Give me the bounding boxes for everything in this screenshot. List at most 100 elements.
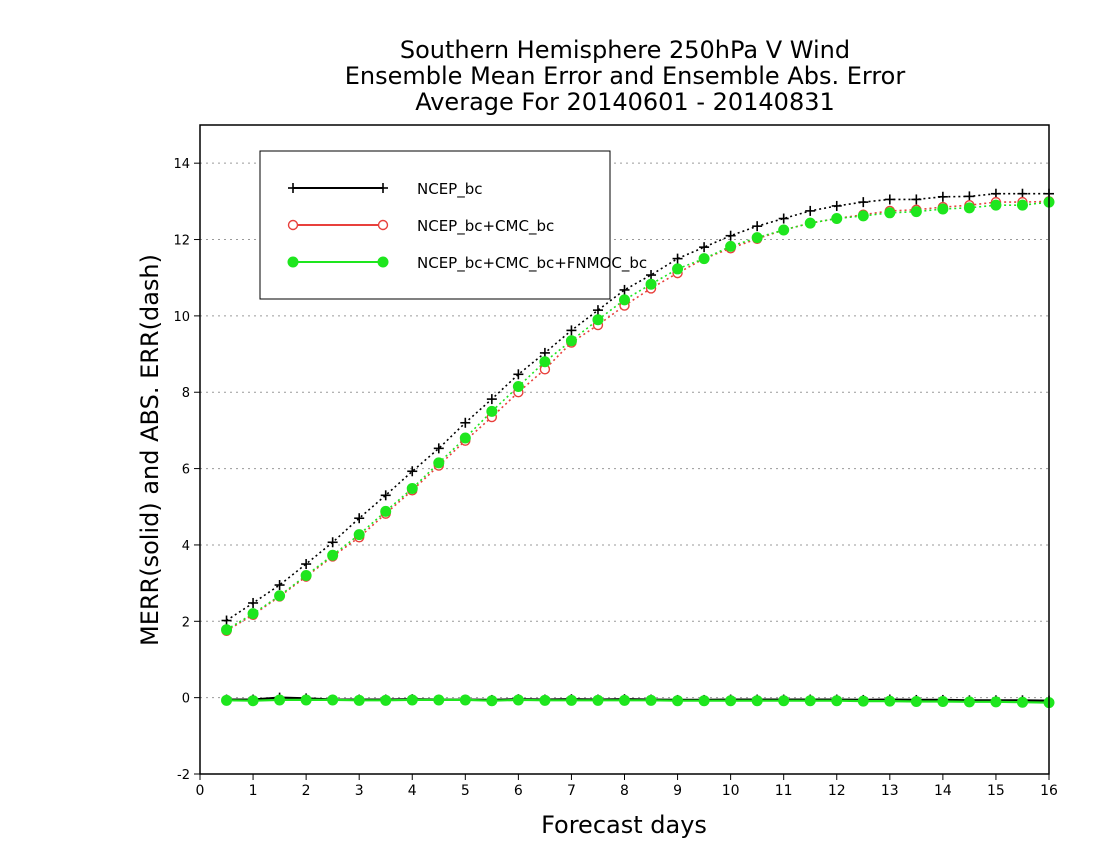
x-tick-label: 16 bbox=[1040, 783, 1058, 799]
legend-label-2: NCEP_bc+CMC_bc+FNMOC_bc bbox=[417, 254, 647, 273]
x-tick-label: 4 bbox=[408, 783, 417, 799]
series-2-abs-err-point bbox=[353, 529, 365, 541]
x-tick-label: 0 bbox=[196, 783, 205, 799]
series-2-abs-err-point bbox=[804, 217, 816, 229]
legend-marker-right-2 bbox=[377, 256, 389, 268]
series-0-abs-err-point bbox=[460, 417, 471, 428]
series-2-abs-err-point bbox=[645, 278, 657, 290]
y-tick-label: 0 bbox=[182, 692, 190, 707]
y-tick-label: 10 bbox=[173, 310, 190, 325]
series-0-abs-err-point bbox=[964, 191, 975, 202]
series-0-abs-err-point bbox=[433, 443, 444, 454]
y-tick-label: 14 bbox=[173, 157, 190, 172]
series-0-abs-err-point bbox=[354, 513, 365, 524]
y-tick-label: 12 bbox=[173, 234, 190, 249]
x-tick-label: 15 bbox=[987, 783, 1005, 799]
series-2-mean-err-point bbox=[751, 695, 763, 707]
plot-frame bbox=[199, 124, 1050, 775]
series-0-abs-err-point bbox=[752, 221, 763, 232]
series-2-abs-err-point bbox=[884, 207, 896, 219]
series-2-abs-err-point bbox=[725, 240, 737, 252]
series-2-abs-err-point bbox=[327, 549, 339, 561]
series-2-abs-err-point bbox=[221, 624, 233, 636]
x-tick-label: 10 bbox=[722, 783, 740, 799]
y-tick-label: -2 bbox=[177, 768, 190, 783]
series-0-abs-err-point bbox=[937, 191, 948, 202]
x-tick-label: 2 bbox=[302, 783, 311, 799]
x-tick-label: 3 bbox=[355, 783, 364, 799]
series-2-mean-err-point bbox=[619, 694, 630, 706]
series-2-mean-err-point bbox=[804, 695, 816, 707]
y-tick-label: 6 bbox=[182, 463, 190, 478]
series-2-mean-err-point bbox=[406, 694, 418, 706]
series-2-mean-err-point bbox=[857, 695, 869, 707]
series-2-mean-err-point bbox=[698, 695, 710, 707]
series-2-mean-err-point bbox=[380, 694, 392, 706]
series-0-abs-err-point bbox=[778, 213, 789, 224]
series-2-abs-err-point bbox=[990, 199, 1002, 211]
series-2-mean-err-point bbox=[486, 695, 498, 707]
y-tick-label: 8 bbox=[182, 386, 190, 401]
series-2-mean-err-point bbox=[725, 695, 737, 707]
chart-title-line-3: Average For 20140601 - 20140831 bbox=[415, 88, 835, 116]
series-0-abs-err-point bbox=[407, 466, 418, 477]
legend-marker-right-1 bbox=[377, 219, 389, 231]
x-tick-label: 11 bbox=[775, 783, 793, 799]
series-2-mean-err-point bbox=[353, 694, 365, 706]
y-axis-label: MERR(solid) and ABS. ERR(dash) bbox=[136, 254, 164, 646]
legend-label-1: NCEP_bc+CMC_bc bbox=[417, 217, 554, 236]
series-0-abs-err-point bbox=[725, 230, 736, 241]
x-tick-label: 14 bbox=[934, 783, 952, 799]
series-2-abs-err-point bbox=[698, 253, 710, 265]
x-tick-label: 13 bbox=[881, 783, 899, 799]
series-2-mean-err-point bbox=[247, 695, 259, 707]
series-2-mean-err-point bbox=[910, 695, 922, 707]
legend-label-0: NCEP_bc bbox=[417, 180, 483, 199]
series-2-abs-err-point bbox=[459, 432, 471, 444]
series-2-abs-err-point bbox=[619, 294, 630, 306]
series-2-abs-err-point bbox=[672, 263, 684, 275]
series-0-abs-err-point bbox=[699, 242, 710, 253]
series-2-mean-err-point bbox=[831, 695, 843, 707]
x-tick-label: 6 bbox=[514, 783, 523, 799]
series-2-mean-err-point bbox=[433, 694, 445, 706]
series-2-mean-err-point bbox=[963, 696, 975, 708]
series-0-abs-err-point bbox=[911, 194, 922, 205]
series-2-mean-err-point bbox=[565, 694, 577, 706]
series-2-abs-err-point bbox=[910, 206, 922, 218]
series-2-abs-err-point bbox=[247, 608, 259, 620]
series-0-abs-err-point bbox=[619, 284, 630, 295]
series-2-abs-err-point bbox=[512, 381, 524, 393]
series-0-abs-err-point bbox=[805, 205, 816, 216]
series-2-abs-err-point bbox=[380, 505, 392, 517]
series-2-mean-err-point bbox=[1016, 696, 1028, 708]
series-2-mean-err-point bbox=[327, 694, 339, 706]
series-2-abs-err-point bbox=[565, 335, 577, 347]
series-2-abs-err-point bbox=[831, 213, 843, 225]
series-2-abs-err-point bbox=[433, 457, 445, 469]
chart-title-line-1: Southern Hemisphere 250hPa V Wind bbox=[399, 36, 851, 64]
x-tick-label: 1 bbox=[249, 783, 258, 799]
legend-marker-left-1 bbox=[287, 219, 299, 231]
series-2-abs-err-point bbox=[300, 569, 312, 581]
series-2-mean-err-point bbox=[592, 694, 604, 706]
series-2-mean-err-point bbox=[274, 694, 286, 706]
series-0-abs-err-point bbox=[301, 559, 312, 570]
series-2-abs-err-point bbox=[751, 232, 763, 244]
series-0-abs-err-point bbox=[566, 325, 577, 336]
y-tick-label: 2 bbox=[182, 615, 190, 630]
series-2-abs-err-point bbox=[963, 202, 975, 214]
legend-marker-left-0 bbox=[288, 183, 298, 193]
series-0-abs-err-point bbox=[672, 253, 683, 264]
series-2-mean-err-point bbox=[645, 694, 657, 706]
series-2-mean-err-point bbox=[300, 694, 312, 706]
series-2-abs-err-point bbox=[592, 314, 604, 326]
series-2-abs-err-point bbox=[539, 356, 551, 368]
series-1-abs-err-line bbox=[226, 200, 1050, 632]
legend-marker-left-2 bbox=[287, 256, 299, 268]
series-0-abs-err-point bbox=[513, 369, 524, 380]
series-layer bbox=[221, 188, 1055, 709]
